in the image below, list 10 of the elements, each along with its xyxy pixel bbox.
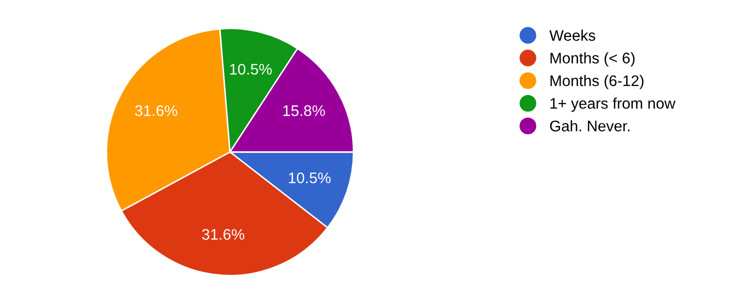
data-label: 10.5% [230, 64, 272, 75]
data-label: 31.6% [202, 229, 244, 240]
data-label: 31.6% [135, 105, 178, 116]
data-label: 10.5% [288, 172, 331, 184]
legend-label: Months (6-12) [550, 74, 644, 90]
legend-label: Months (< 6) [550, 52, 635, 67]
legend-label: 1+ years from now [550, 98, 676, 112]
data-label: 15.8% [283, 105, 325, 116]
legend-label: Weeks [549, 30, 596, 41]
legend-label: Gah. Never. [550, 120, 630, 132]
